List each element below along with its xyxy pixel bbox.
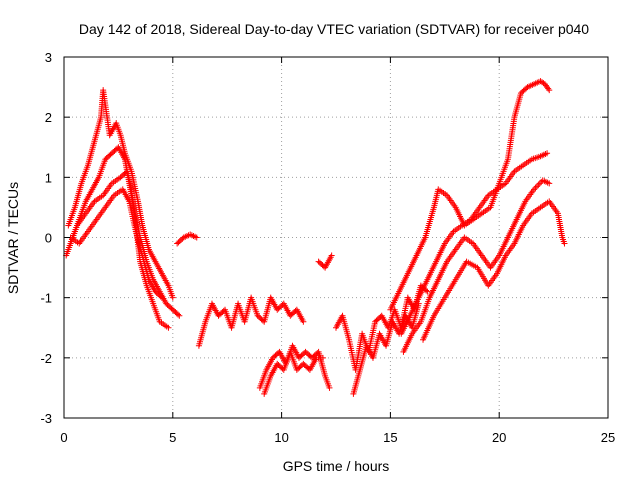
y-tick-label: 2 bbox=[45, 110, 52, 125]
data-point bbox=[169, 294, 176, 301]
axis-ticks bbox=[63, 56, 609, 419]
y-tick-label: -2 bbox=[40, 351, 52, 366]
data-point bbox=[535, 181, 542, 188]
data-point bbox=[165, 324, 172, 331]
y-axis-label: SDTVAR / TECUs bbox=[5, 182, 21, 294]
data-point bbox=[561, 240, 568, 247]
data-point bbox=[540, 80, 547, 87]
series-track-7 bbox=[256, 342, 333, 391]
data-point bbox=[533, 183, 540, 190]
data-points bbox=[63, 78, 568, 397]
x-tick-label: 10 bbox=[274, 430, 288, 445]
x-tick-label: 5 bbox=[169, 430, 176, 445]
data-point bbox=[300, 318, 307, 325]
series-track-1 bbox=[65, 87, 176, 301]
data-point bbox=[546, 180, 553, 187]
axis-tick-labels: 0 5 10 15 20 25 -3 -2 -1 0 1 2 3 bbox=[40, 50, 615, 445]
y-tick-label: 3 bbox=[45, 50, 52, 65]
series-track-12 bbox=[387, 78, 553, 313]
data-point bbox=[544, 150, 551, 157]
series-track-4 bbox=[67, 186, 165, 301]
series-track-14 bbox=[400, 177, 553, 355]
data-point bbox=[193, 234, 200, 241]
chart-title: Day 142 of 2018, Sidereal Day-to-day VTE… bbox=[79, 21, 589, 37]
data-point bbox=[328, 252, 335, 259]
data-point bbox=[326, 384, 333, 391]
series-track-2 bbox=[63, 144, 183, 319]
data-point bbox=[157, 293, 164, 300]
series-track-5 bbox=[174, 231, 200, 247]
series-track-13 bbox=[398, 150, 551, 337]
x-tick-label: 0 bbox=[60, 430, 67, 445]
y-tick-label: 1 bbox=[45, 170, 52, 185]
x-tick-label: 25 bbox=[601, 430, 615, 445]
series-track-15 bbox=[420, 198, 568, 343]
data-point bbox=[546, 87, 553, 94]
x-tick-label: 20 bbox=[492, 430, 506, 445]
x-axis-label: GPS time / hours bbox=[283, 458, 390, 474]
series-track-9 bbox=[315, 252, 335, 271]
data-point bbox=[176, 312, 183, 319]
data-point bbox=[532, 184, 539, 191]
grid-lines bbox=[64, 57, 608, 418]
data-point bbox=[424, 288, 431, 295]
y-tick-label: 0 bbox=[45, 231, 52, 246]
series-track-3 bbox=[65, 168, 172, 331]
series-track-8 bbox=[261, 348, 326, 397]
data-point bbox=[319, 354, 326, 361]
data-point bbox=[175, 311, 182, 318]
y-tick-label: -3 bbox=[40, 411, 52, 426]
x-tick-label: 15 bbox=[383, 430, 397, 445]
data-point bbox=[158, 294, 165, 301]
y-tick-label: -1 bbox=[40, 291, 52, 306]
series-track-6 bbox=[195, 294, 307, 349]
